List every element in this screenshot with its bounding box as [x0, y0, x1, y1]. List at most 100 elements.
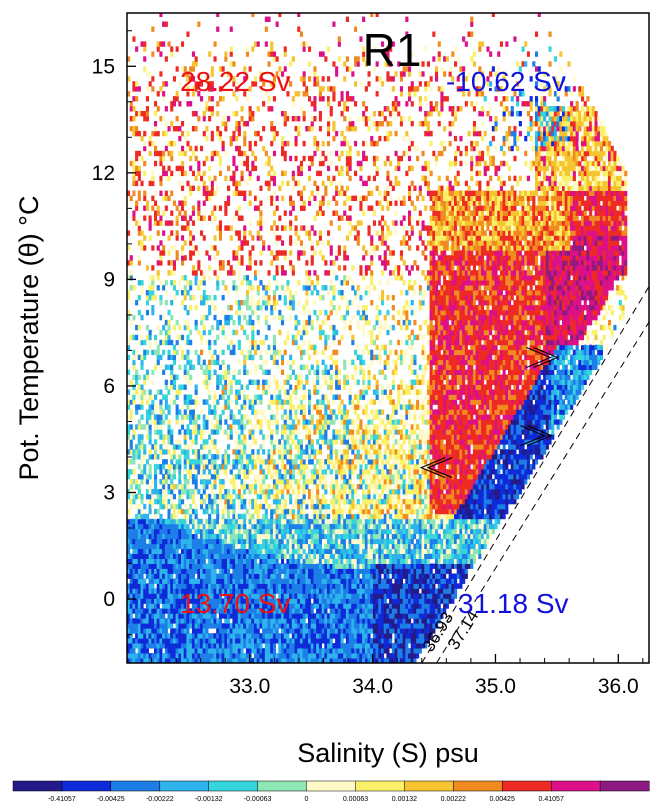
heatmap-cell [151, 553, 155, 559]
heatmap-cell [283, 508, 287, 515]
heatmap-cell [143, 454, 147, 460]
heatmap-cell [321, 474, 325, 480]
heatmap-cell [489, 513, 493, 520]
heatmap-cell [359, 558, 363, 564]
heatmap-cell [299, 469, 303, 475]
heatmap-cell [302, 474, 306, 480]
heatmap-cell [391, 608, 395, 614]
heatmap-cell [386, 503, 390, 510]
heatmap-cell [294, 558, 298, 564]
heatmap-cell [224, 568, 228, 574]
heatmap-cell [159, 598, 163, 604]
heatmap-cell [337, 588, 341, 594]
heatmap-cell [278, 479, 282, 485]
heatmap-cell [405, 643, 409, 649]
heatmap-cell [162, 573, 166, 579]
heatmap-cell [478, 538, 482, 545]
heatmap-cell [208, 633, 212, 639]
heatmap-cell [402, 518, 406, 525]
heatmap-cell [132, 638, 136, 644]
heatmap-cell [318, 474, 322, 480]
heatmap-cell [172, 484, 176, 490]
heatmap-cell [164, 459, 168, 465]
heatmap-cell [289, 618, 293, 624]
heatmap-cell [367, 603, 371, 609]
heatmap-cell [424, 598, 428, 604]
heatmap-cell [164, 553, 168, 559]
heatmap-cell [397, 548, 401, 554]
heatmap-cell [402, 608, 406, 614]
heatmap-cell [386, 543, 390, 550]
heatmap-cell [340, 568, 344, 574]
heatmap-cell [421, 523, 425, 530]
heatmap-cell [151, 528, 155, 535]
heatmap-cell [191, 618, 195, 624]
heatmap-cell [310, 603, 314, 609]
heatmap-cell [289, 484, 293, 490]
heatmap-cell [183, 503, 187, 510]
heatmap-cell [281, 563, 285, 569]
heatmap-cell [172, 563, 176, 569]
heatmap-cell [135, 628, 139, 634]
heatmap-cell [202, 528, 206, 535]
heatmap-cell [464, 543, 468, 550]
heatmap-cell [294, 553, 298, 559]
heatmap-cell [162, 623, 166, 629]
heatmap-cell [408, 548, 412, 554]
heatmap-cell [372, 548, 376, 554]
heatmap-cell [432, 608, 436, 614]
heatmap-cell [421, 623, 425, 629]
heatmap-cell [410, 658, 414, 663]
heatmap-cell [181, 578, 185, 584]
heatmap-cell [159, 493, 163, 500]
heatmap-cell [127, 573, 131, 579]
heatmap-cell [378, 553, 382, 559]
heatmap-cell [164, 618, 168, 624]
heatmap-cell [313, 628, 317, 634]
heatmap-cell [351, 598, 355, 604]
heatmap-cell [356, 523, 360, 530]
heatmap-cell [410, 518, 414, 525]
heatmap-cell [245, 568, 249, 574]
heatmap-cell [456, 543, 460, 550]
heatmap-cell [348, 503, 352, 510]
heatmap-cell [429, 528, 433, 535]
heatmap-cell [327, 558, 331, 564]
heatmap-cell [391, 623, 395, 629]
heatmap-cell [443, 533, 447, 540]
heatmap-cell [200, 648, 204, 654]
heatmap-cell [399, 528, 403, 535]
heatmap-cell [208, 643, 212, 649]
heatmap-cell [200, 563, 204, 569]
heatmap-cell [313, 538, 317, 545]
heatmap-cell [137, 613, 141, 619]
heatmap-cell [218, 578, 222, 584]
heatmap-cell [472, 479, 476, 485]
heatmap-cell [189, 508, 193, 515]
heatmap-cell [251, 593, 255, 599]
heatmap-cell [232, 653, 236, 659]
heatmap-cell [340, 628, 344, 634]
heatmap-cell [143, 648, 147, 654]
heatmap-cell [208, 469, 212, 475]
heatmap-cell [505, 498, 509, 505]
heatmap-cell [329, 603, 333, 609]
heatmap-cell [443, 598, 447, 604]
heatmap-cell [402, 469, 406, 475]
heatmap-cell [299, 459, 303, 465]
heatmap-cell [421, 613, 425, 619]
heatmap-cell [332, 633, 336, 639]
heatmap-cell [181, 558, 185, 564]
heatmap-cell [240, 588, 244, 594]
heatmap-cell [200, 454, 204, 460]
heatmap-cell [154, 513, 158, 520]
heatmap-cell [291, 648, 295, 654]
heatmap-cell [440, 508, 444, 515]
heatmap-cell [381, 608, 385, 614]
heatmap-cell [281, 479, 285, 485]
heatmap-cell [270, 573, 274, 579]
heatmap-cell [470, 548, 474, 554]
heatmap-cell [329, 523, 333, 530]
heatmap-cell [299, 608, 303, 614]
heatmap-cell [370, 474, 374, 480]
